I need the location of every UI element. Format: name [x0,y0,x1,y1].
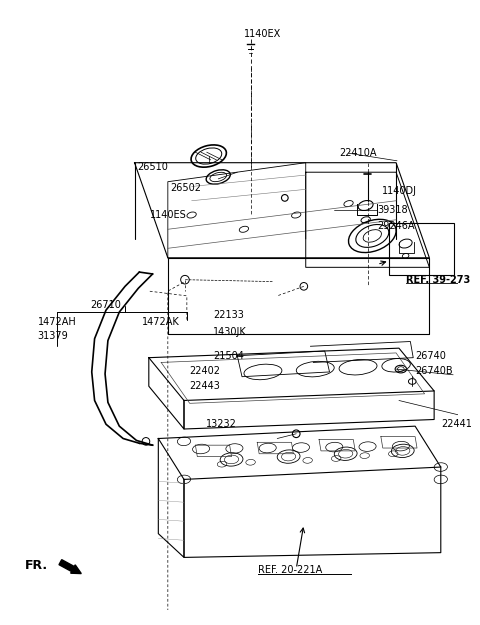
Text: 22410A: 22410A [339,148,376,158]
Text: 31379: 31379 [37,331,68,341]
Text: FR.: FR. [25,559,48,571]
Text: 1472AH: 1472AH [37,318,76,328]
Text: 1140DJ: 1140DJ [382,186,417,196]
Text: 1140EX: 1140EX [244,29,281,39]
Text: 13232: 13232 [206,419,237,429]
Text: 1472AK: 1472AK [142,318,180,328]
Text: 21504: 21504 [213,351,244,361]
FancyArrow shape [59,559,81,574]
Bar [389,222,454,275]
Text: REF. 20-221A: REF. 20-221A [258,565,323,575]
Text: 22443: 22443 [189,381,220,391]
Text: 26510: 26510 [137,162,168,172]
Text: 1430JK: 1430JK [213,327,247,337]
Text: 22133: 22133 [213,310,244,320]
Text: 1140ES: 1140ES [150,210,187,220]
Text: 29246A: 29246A [377,221,415,231]
Text: 22402: 22402 [189,366,220,376]
Text: 26740: 26740 [415,351,446,361]
Text: 26740B: 26740B [415,366,453,376]
Text: 39318: 39318 [377,205,408,215]
Text: 22441: 22441 [441,419,472,429]
Text: 26502: 26502 [170,183,201,193]
Text: REF. 39-273: REF. 39-273 [406,274,470,284]
Text: 26710: 26710 [91,301,121,311]
